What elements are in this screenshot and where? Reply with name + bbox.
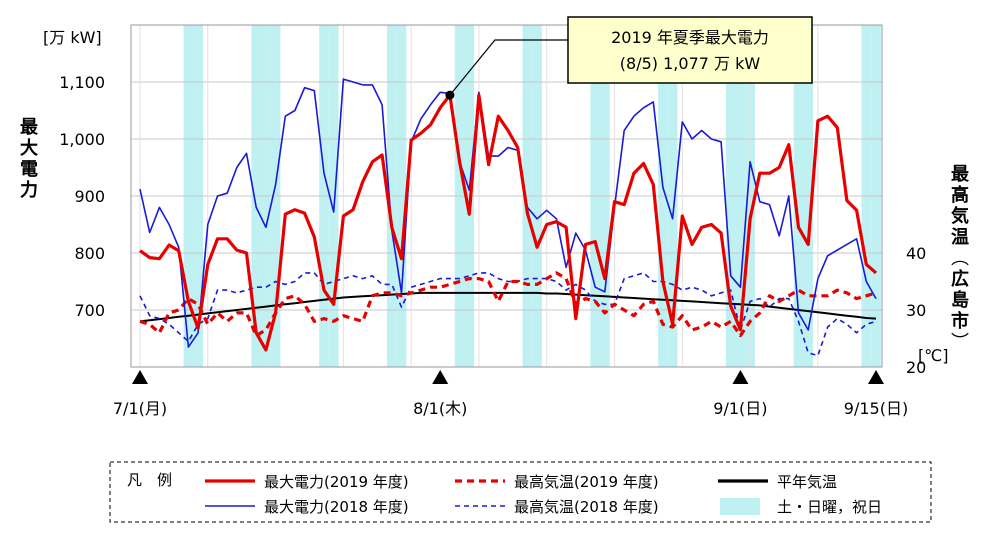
- right-tick-label: 30: [906, 301, 926, 320]
- x-tick-label: 8/1(木): [413, 399, 467, 418]
- left-unit-label: [万 kW]: [43, 28, 102, 47]
- x-marker-triangle: [868, 370, 884, 384]
- left-tick-label: 700: [74, 301, 105, 320]
- axes: 700 800 900 1,000 1,100 20 30 40 7/1(月) 8/1(木) 9/1…: [59, 73, 926, 418]
- legend-title: 凡 例: [127, 471, 172, 489]
- legend-label: 最大電力(2019 年度): [264, 473, 409, 491]
- legend: 凡 例 最大電力(2019 年度) 最高気温(2019 年度) 平年気温最大電力(2…: [109, 461, 932, 523]
- series-line-2: [139, 271, 877, 338]
- x-tick-label: 9/1(日): [713, 399, 767, 418]
- annotation-leader: [449, 39, 568, 96]
- left-axis-title: 最大電力: [20, 117, 39, 201]
- annotation-peak-dot: [445, 90, 455, 100]
- x-marker-triangle: [732, 370, 749, 384]
- annotation-box: [567, 16, 813, 84]
- x-tick-label: 9/15(日): [844, 399, 908, 418]
- right-axis-title: 最高気温︵広島市︶: [951, 164, 970, 353]
- right-tick-label: 40: [906, 244, 926, 263]
- legend-label: 最高気温(2018 年度): [514, 498, 659, 516]
- series-line-1: [139, 78, 877, 348]
- series-line-3: [139, 272, 877, 357]
- right-unit-label: [℃]: [918, 346, 948, 365]
- series-line-4: [139, 291, 877, 323]
- series-lines: [139, 78, 878, 357]
- x-marker-triangle: [132, 370, 148, 384]
- left-tick-label: 1,000: [59, 130, 105, 149]
- legend-label: 平年気温: [777, 473, 837, 491]
- left-tick-label: 1,100: [59, 73, 105, 92]
- legend-label: 最大電力(2018 年度): [264, 498, 409, 516]
- x-tick-label: 7/1(月): [113, 399, 167, 418]
- legend-label: 最高気温(2019 年度): [514, 473, 659, 491]
- left-tick-label: 800: [74, 244, 105, 263]
- plot-frame: [130, 24, 883, 368]
- peak-annotation: 2019 年夏季最大電力 (8/5) 1,077 万 kW: [445, 16, 813, 100]
- legend-box: [109, 461, 932, 523]
- legend-label: 土・日曜，祝日: [777, 498, 882, 516]
- annotation-title: 2019 年夏季最大電力: [611, 28, 769, 47]
- right-tick-label: 20: [906, 358, 926, 377]
- annotation-value: (8/5) 1,077 万 kW: [620, 54, 761, 73]
- x-marker-triangle: [432, 370, 449, 384]
- left-tick-label: 900: [74, 187, 105, 206]
- legend-swatch: [720, 498, 760, 515]
- series-line-0: [139, 93, 878, 352]
